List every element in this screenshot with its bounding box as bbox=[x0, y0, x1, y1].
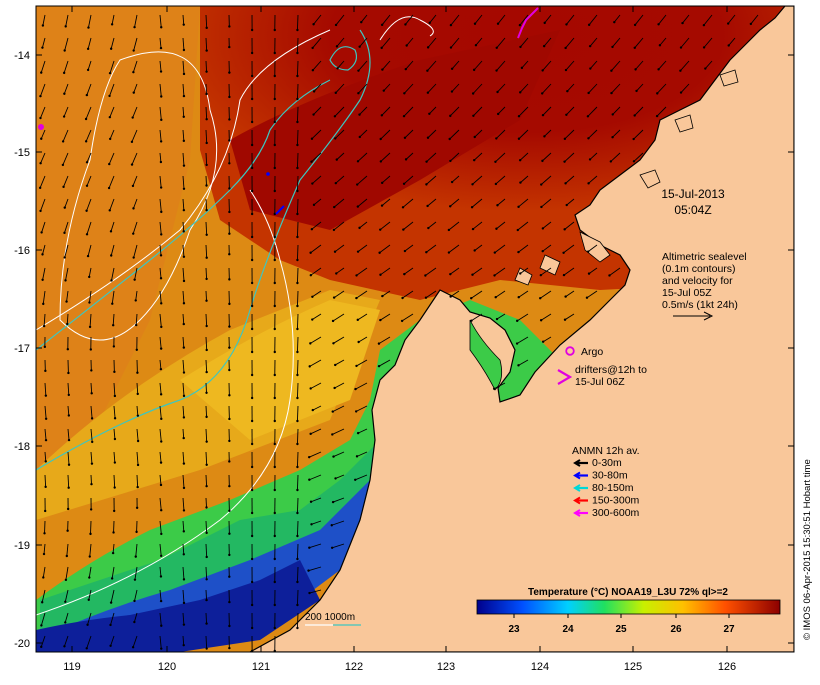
colorbar-tick-label: 27 bbox=[723, 624, 735, 635]
anmn-mooring bbox=[266, 172, 270, 176]
svg-text:0.5m/s (1kt 24h): 0.5m/s (1kt 24h) bbox=[662, 299, 738, 311]
colorbar-title: Temperature (°C) NOAA19_L3U 72% ql>=2 bbox=[528, 587, 728, 598]
lon-tick-label: 119 bbox=[63, 661, 81, 673]
colorbar-tick-label: 23 bbox=[508, 624, 520, 635]
colorbar-scale bbox=[477, 600, 780, 614]
anmn-legend-item: 80-150m bbox=[592, 482, 634, 494]
svg-text:(0.1m contours): (0.1m contours) bbox=[662, 263, 736, 275]
svg-text:15-Jul 06Z: 15-Jul 06Z bbox=[575, 376, 625, 388]
lon-tick-label: 124 bbox=[531, 661, 549, 673]
credit-text: © IMOS 06-Apr-2015 15:30:51 Hobart time bbox=[802, 459, 813, 640]
svg-text:15-Jul 05Z: 15-Jul 05Z bbox=[662, 287, 712, 299]
svg-text:ANMN 12h av.: ANMN 12h av. bbox=[572, 445, 640, 457]
lat-tick-label: -15 bbox=[14, 147, 30, 159]
anmn-legend-item: 0-30m bbox=[592, 457, 622, 469]
colorbar-tick-label: 26 bbox=[670, 624, 682, 635]
svg-text:200 1000m: 200 1000m bbox=[305, 612, 355, 623]
lat-tick-label: -16 bbox=[14, 245, 30, 257]
svg-text:and velocity for: and velocity for bbox=[662, 275, 733, 287]
colorbar-tick-label: 25 bbox=[615, 624, 627, 635]
svg-text:Argo: Argo bbox=[581, 346, 603, 358]
anmn-legend-item: 30-80m bbox=[592, 470, 628, 482]
lat-tick-label: -20 bbox=[14, 638, 30, 650]
lat-tick-label: -17 bbox=[14, 343, 30, 355]
lon-tick-label: 121 bbox=[252, 661, 270, 673]
anmn-legend-item: 150-300m bbox=[592, 495, 640, 507]
lon-tick-label: 120 bbox=[158, 661, 176, 673]
time-label: 05:04Z bbox=[674, 203, 711, 217]
lon-tick-label: 126 bbox=[718, 661, 736, 673]
lon-tick-label: 122 bbox=[345, 661, 363, 673]
lon-tick-label: 123 bbox=[437, 661, 455, 673]
anmn-legend-item: 300-600m bbox=[592, 507, 640, 519]
argo-float bbox=[38, 124, 44, 130]
lat-tick-label: -14 bbox=[14, 50, 30, 62]
svg-text:drifters@12h to: drifters@12h to bbox=[575, 364, 647, 376]
colorbar-tick-label: 24 bbox=[562, 624, 574, 635]
date-label: 15-Jul-2013 bbox=[661, 187, 725, 201]
lat-tick-label: -18 bbox=[14, 441, 30, 453]
lon-tick-label: 125 bbox=[624, 661, 642, 673]
svg-text:Altimetric sealevel: Altimetric sealevel bbox=[662, 251, 747, 263]
lat-tick-label: -19 bbox=[14, 540, 30, 552]
